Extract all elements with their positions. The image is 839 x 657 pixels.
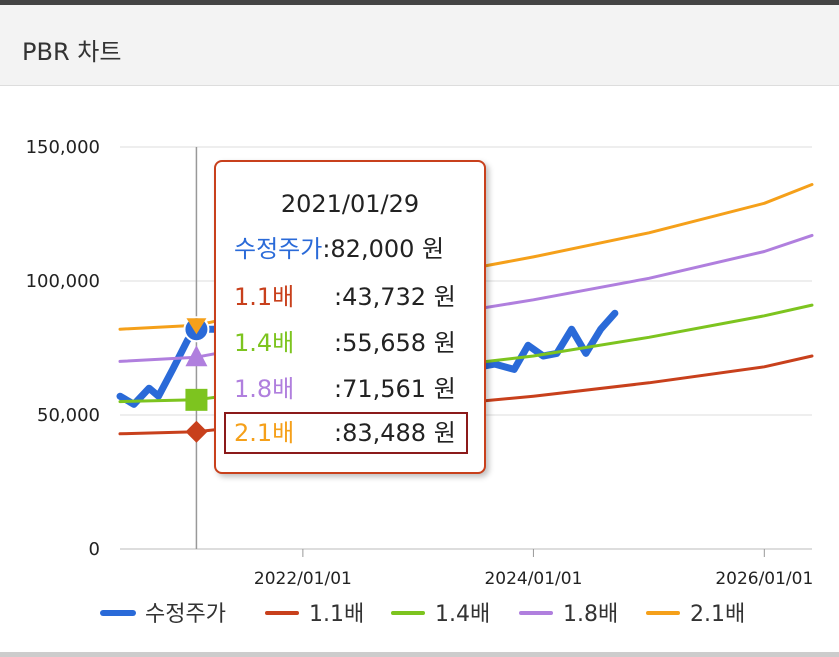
chart-header: PBR 차트 [0, 5, 839, 86]
hover-markers [183, 316, 210, 443]
y-axis-ticks: 0 50,000 100,000 150,000 [26, 137, 100, 560]
tooltip-value: :71,561 원 [334, 375, 456, 403]
y-tick-label: 50,000 [37, 405, 100, 426]
point-marker-square [185, 388, 208, 411]
tooltip-row-1-8x: 1.8배 :71,561 원 [234, 372, 456, 406]
tooltip-highlight-box [224, 412, 468, 454]
tooltip-row-2-1x: 2.1배 :83,488 원 [234, 416, 456, 450]
chart-tooltip: 2021/01/29 수정주가:82,000 원 1.1배 :43,732 원 1… [214, 160, 486, 474]
tooltip-label: 2.1배 [234, 419, 295, 447]
tooltip-value: :82,000 원 [322, 235, 445, 263]
y-tick-label: 100,000 [26, 271, 100, 292]
tooltip-value: :55,658 원 [334, 329, 456, 357]
tooltip-value: :43,732 원 [334, 283, 456, 311]
legend-label[interactable]: 1.8배 [563, 602, 618, 627]
tooltip-row-price: 수정주가:82,000 원 [234, 232, 444, 266]
x-tick-label: 2022/01/01 [254, 569, 352, 589]
x-tick-label: 2024/01/01 [484, 569, 582, 589]
legend-label[interactable]: 1.4배 [435, 602, 490, 627]
tooltip-label: 1.1배 [234, 283, 295, 311]
legend[interactable]: 수정주가 1.1배 1.4배 1.8배 2.1배 [100, 602, 745, 627]
tooltip-date: 2021/01/29 [280, 190, 420, 218]
legend-label[interactable]: 2.1배 [690, 602, 745, 627]
x-axis-ticks: 2022/01/01 2024/01/01 2026/01/01 [254, 549, 813, 589]
tooltip-label: 1.8배 [234, 375, 295, 403]
tooltip-label: 수정주가 [234, 235, 323, 263]
point-marker-triangle [185, 345, 208, 367]
legend-label[interactable]: 수정주가 [145, 602, 226, 627]
tooltip-label: 1.4배 [234, 329, 295, 357]
top-border [0, 0, 839, 5]
y-tick-label: 150,000 [26, 137, 100, 158]
legend-label[interactable]: 1.1배 [309, 602, 364, 627]
point-marker-triangle-down [186, 318, 207, 335]
x-tick-label: 2026/01/01 [715, 569, 813, 589]
tooltip-value: :83,488 원 [334, 419, 456, 447]
bottom-border [0, 652, 839, 657]
point-marker-diamond [185, 420, 208, 443]
tooltip-row-1-4x: 1.4배 :55,658 원 [234, 326, 456, 360]
y-tick-label: 0 [89, 539, 100, 560]
chart-title: PBR 차트 [22, 38, 122, 66]
tooltip-row-1-1x: 1.1배 :43,732 원 [234, 280, 456, 314]
